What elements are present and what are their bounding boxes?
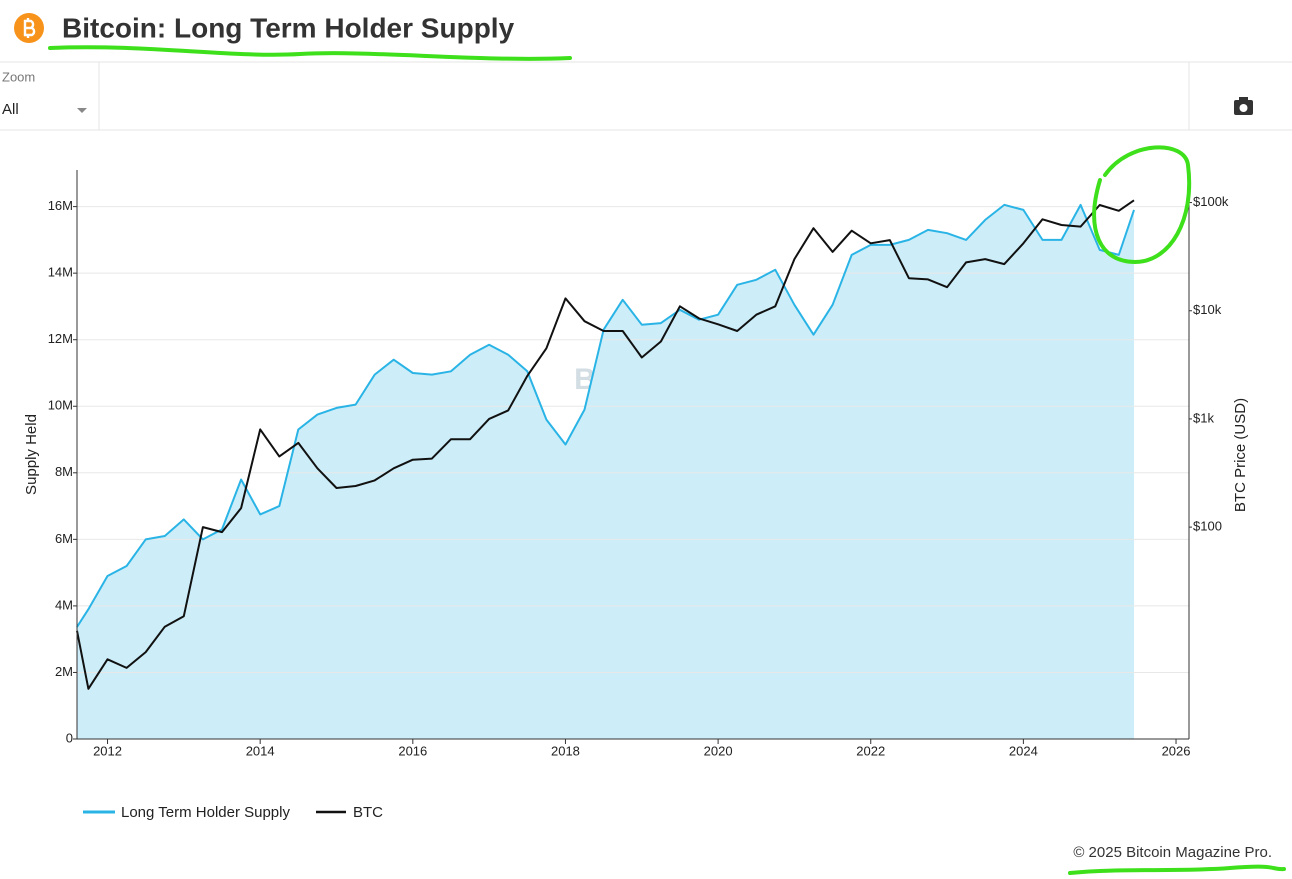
area (77, 204, 1135, 739)
legend-label: BTC (353, 804, 383, 821)
x-tick-label: 2014 (246, 743, 275, 758)
zoom-value: All (2, 101, 19, 118)
x-tick-label: 2024 (1009, 743, 1038, 758)
zoom-select[interactable]: Zoom All (2, 69, 87, 118)
bitcoin-glyph (23, 18, 36, 38)
x-tick-label: 2012 (93, 743, 122, 758)
y2-tick-label: $1k (1193, 410, 1214, 425)
y-tick-label: 8M (55, 464, 73, 479)
x-tick-label: 2026 (1162, 743, 1191, 758)
line (76, 203, 1135, 628)
zoom-label: Zoom (2, 69, 35, 84)
y2-axis-title: BTC Price (USD) (1232, 398, 1249, 512)
page-title: Bitcoin: Long Term Holder Supply (62, 12, 515, 43)
x-tick-label: 2020 (704, 743, 733, 758)
y-tick-label: 4M (55, 597, 73, 612)
line (76, 199, 1135, 690)
x-tick-label: 2022 (856, 743, 885, 758)
x-tick-label: 2016 (398, 743, 427, 758)
y-tick-label: 2M (55, 664, 73, 679)
y2-tick-label: $100 (1193, 519, 1222, 534)
y2-tick-label: $10k (1193, 302, 1222, 317)
y2-tick-label: $100k (1193, 194, 1229, 209)
highlight-underline (48, 45, 572, 61)
dropdown-caret (77, 108, 87, 113)
camera-lens (1239, 104, 1248, 112)
plot-area: BITCOIN MAGAZINEPRO02M4M6M8M10M12M14M16M… (23, 170, 1249, 758)
y-tick-label: 14M (48, 265, 73, 280)
y-tick-label: 12M (48, 331, 73, 346)
y-tick-label: 6M (55, 531, 73, 546)
x-tick-label: 2018 (551, 743, 580, 758)
y-tick-label: 10M (48, 398, 73, 413)
legend-label: Long Term Holder Supply (121, 804, 290, 821)
camera-top (1239, 97, 1248, 101)
copyright: © 2025 Bitcoin Magazine Pro. (1073, 844, 1272, 861)
y-tick-label: 16M (48, 198, 73, 213)
highlight-underline (1068, 864, 1286, 875)
y-axis-title: Supply Held (23, 414, 40, 495)
camera-button[interactable] (1234, 97, 1253, 115)
highlight-circle (1092, 145, 1192, 265)
y-tick-label: 0 (66, 730, 73, 745)
